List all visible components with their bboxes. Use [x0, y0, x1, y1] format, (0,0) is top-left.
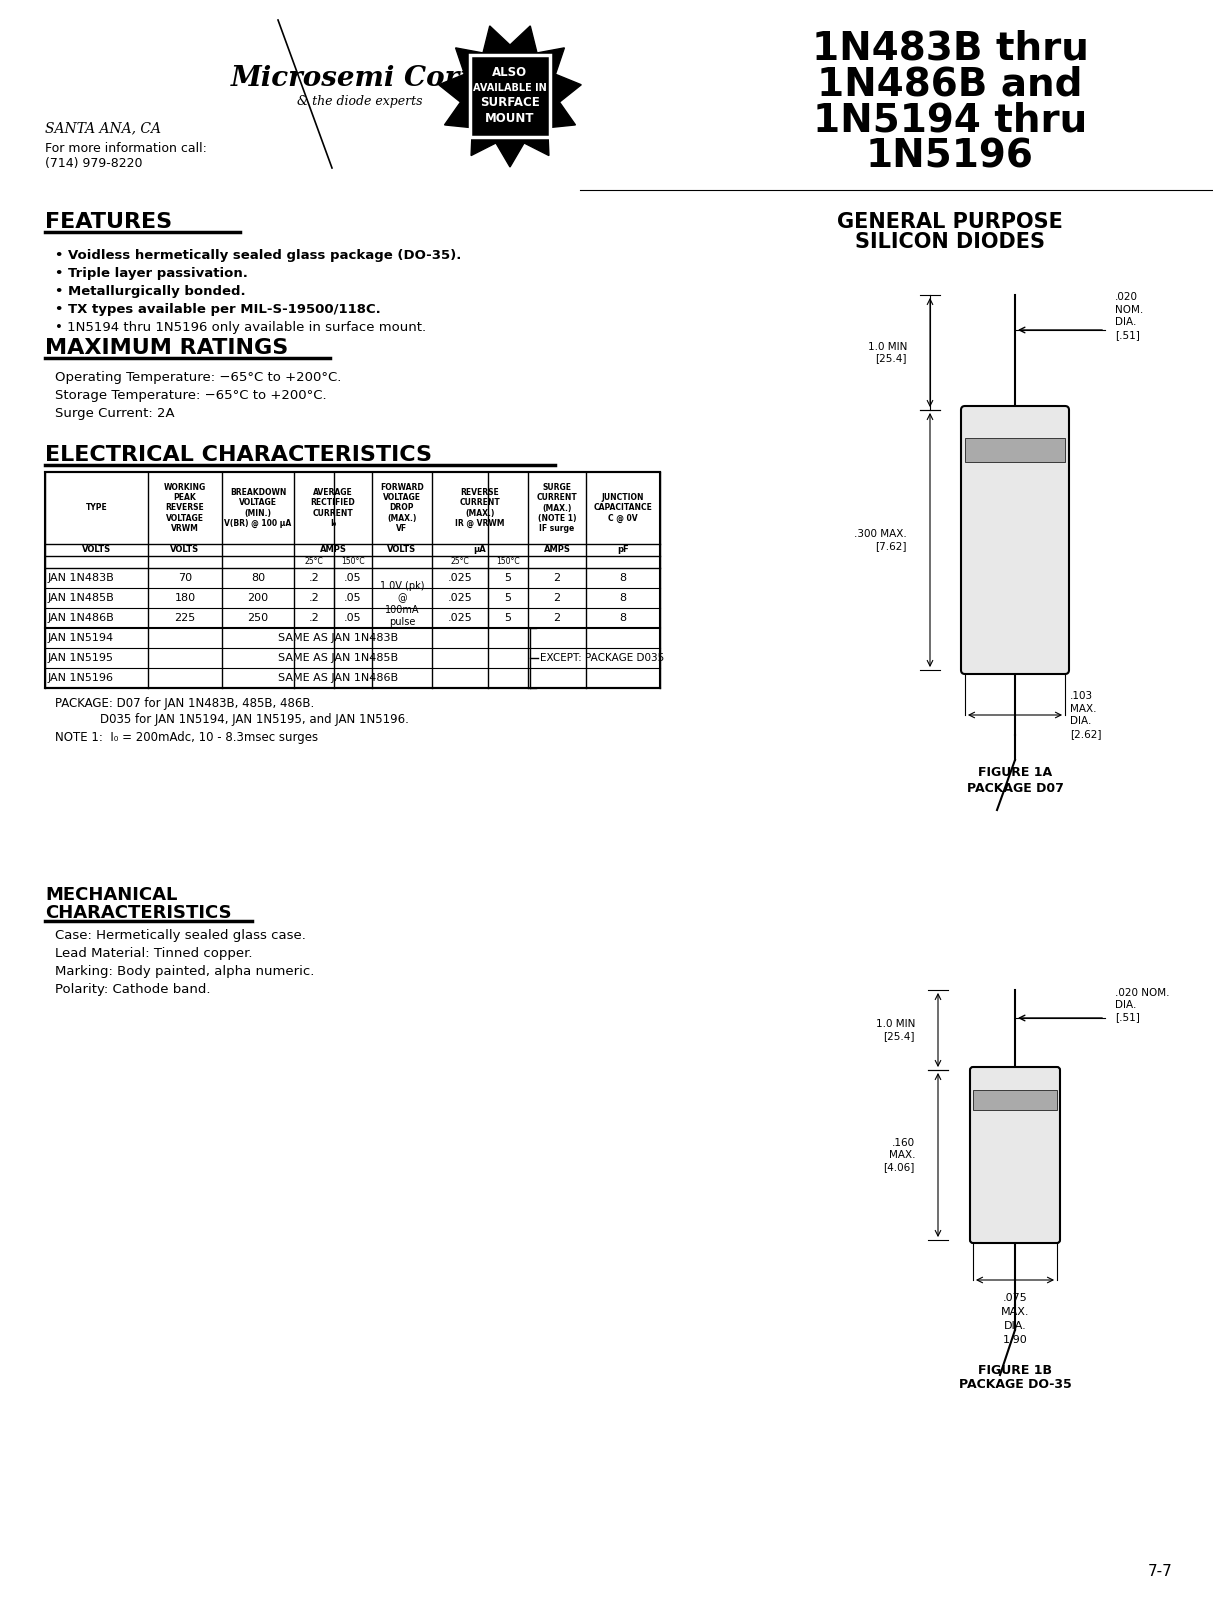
Text: 100mA: 100mA — [385, 605, 420, 614]
Text: For more information call:: For more information call: — [45, 141, 207, 155]
Text: VOLTS: VOLTS — [82, 546, 112, 555]
Text: .2: .2 — [308, 613, 319, 622]
Text: Storage Temperature: −65°C to +200°C.: Storage Temperature: −65°C to +200°C. — [55, 389, 326, 403]
Text: SAME AS JAN 1N486B: SAME AS JAN 1N486B — [278, 674, 398, 683]
Text: JAN 1N486B: JAN 1N486B — [49, 613, 115, 622]
Text: • Metallurgically bonded.: • Metallurgically bonded. — [55, 285, 245, 299]
Text: • Triple layer passivation.: • Triple layer passivation. — [55, 267, 247, 280]
Text: 1N483B thru: 1N483B thru — [811, 29, 1088, 67]
Text: AVAILABLE IN: AVAILABLE IN — [473, 83, 547, 93]
Text: Microsemi Corp.: Microsemi Corp. — [230, 64, 489, 91]
Text: 150°C: 150°C — [341, 557, 365, 566]
Text: 5: 5 — [505, 613, 512, 622]
Bar — [469, 54, 549, 138]
Text: SILICON DIODES: SILICON DIODES — [855, 232, 1046, 251]
Text: REVERSE
CURRENT
(MAX.)
IR @ VRWM: REVERSE CURRENT (MAX.) IR @ VRWM — [455, 488, 505, 528]
Text: Surge Current: 2A: Surge Current: 2A — [55, 408, 175, 421]
Text: MOUNT: MOUNT — [485, 112, 535, 125]
Text: 2: 2 — [553, 594, 560, 603]
Text: SANTA ANA, CA: SANTA ANA, CA — [45, 122, 161, 134]
Text: 1.0V (pk): 1.0V (pk) — [380, 581, 425, 590]
Text: Case: Hermetically sealed glass case.: Case: Hermetically sealed glass case. — [55, 928, 306, 941]
Text: 180: 180 — [175, 594, 195, 603]
Text: FEATURES: FEATURES — [45, 211, 172, 232]
Text: • 1N5194 thru 1N5196 only available in surface mount.: • 1N5194 thru 1N5196 only available in s… — [55, 322, 426, 334]
Bar — [45, 472, 660, 688]
Text: 8: 8 — [620, 573, 627, 582]
Text: MAX.: MAX. — [1001, 1307, 1030, 1317]
Text: .025: .025 — [448, 573, 472, 582]
Text: DIA.: DIA. — [1003, 1322, 1026, 1331]
Polygon shape — [439, 26, 581, 166]
Text: pF: pF — [617, 546, 628, 555]
Text: NOTE 1:  I₀ = 200mAdc, 10 - 8.3msec surges: NOTE 1: I₀ = 200mAdc, 10 - 8.3msec surge… — [55, 731, 318, 744]
Text: TYPE: TYPE — [86, 504, 108, 512]
Text: JUNCTION
CAPACITANCE
C @ 0V: JUNCTION CAPACITANCE C @ 0V — [593, 493, 653, 523]
Text: FIGURE 1B: FIGURE 1B — [978, 1363, 1052, 1376]
Text: GENERAL PURPOSE: GENERAL PURPOSE — [837, 211, 1063, 232]
Bar — [973, 1090, 1057, 1110]
Text: PACKAGE: D07 for JAN 1N483B, 485B, 486B.: PACKAGE: D07 for JAN 1N483B, 485B, 486B. — [55, 698, 314, 710]
Text: Operating Temperature: −65°C to +200°C.: Operating Temperature: −65°C to +200°C. — [55, 371, 341, 384]
Text: 80: 80 — [251, 573, 266, 582]
Text: μA: μA — [473, 546, 486, 555]
Text: 7-7: 7-7 — [1147, 1565, 1173, 1579]
Text: .020
NOM.
DIA.
[.51]: .020 NOM. DIA. [.51] — [1115, 293, 1143, 339]
Text: ELECTRICAL CHARACTERISTICS: ELECTRICAL CHARACTERISTICS — [45, 445, 432, 466]
Text: VOLTS: VOLTS — [387, 546, 416, 555]
Text: pulse: pulse — [389, 618, 415, 627]
Text: .075: .075 — [1003, 1293, 1027, 1302]
Text: 5: 5 — [505, 573, 512, 582]
Text: .025: .025 — [448, 613, 472, 622]
Text: .020 NOM.
DIA.
[.51]: .020 NOM. DIA. [.51] — [1115, 987, 1169, 1022]
Text: D035 for JAN 1N5194, JAN 1N5195, and JAN 1N5196.: D035 for JAN 1N5194, JAN 1N5195, and JAN… — [55, 714, 409, 726]
Text: 2: 2 — [553, 613, 560, 622]
Text: 25°C: 25°C — [450, 557, 469, 566]
Text: .05: .05 — [344, 613, 361, 622]
Text: Marking: Body painted, alpha numeric.: Marking: Body painted, alpha numeric. — [55, 965, 314, 978]
Text: CHARACTERISTICS: CHARACTERISTICS — [45, 904, 232, 922]
Text: WORKING
PEAK
REVERSE
VOLTAGE
VRWM: WORKING PEAK REVERSE VOLTAGE VRWM — [164, 483, 206, 533]
Text: FORWARD
VOLTAGE
DROP
(MAX.)
VF: FORWARD VOLTAGE DROP (MAX.) VF — [380, 483, 423, 533]
Text: (714) 979-8220: (714) 979-8220 — [45, 157, 142, 171]
Text: EXCEPT: PACKAGE D035: EXCEPT: PACKAGE D035 — [540, 653, 665, 662]
Text: AVERAGE
RECTIFIED
CURRENT
I₀: AVERAGE RECTIFIED CURRENT I₀ — [311, 488, 355, 528]
Text: 1.0 MIN
[25.4]: 1.0 MIN [25.4] — [876, 1019, 915, 1040]
Text: VOLTS: VOLTS — [171, 546, 200, 555]
Text: & the diode experts: & the diode experts — [297, 96, 423, 109]
Text: 8: 8 — [620, 594, 627, 603]
Text: 1N5196: 1N5196 — [866, 138, 1033, 174]
Text: 70: 70 — [178, 573, 192, 582]
FancyBboxPatch shape — [970, 1067, 1060, 1243]
Text: SURFACE: SURFACE — [480, 96, 540, 109]
Text: .103
MAX.
DIA.
[2.62]: .103 MAX. DIA. [2.62] — [1070, 691, 1101, 739]
Text: JAN 1N5196: JAN 1N5196 — [49, 674, 114, 683]
Text: FIGURE 1A: FIGURE 1A — [978, 766, 1052, 779]
Text: 200: 200 — [247, 594, 268, 603]
Text: 1.90: 1.90 — [1003, 1334, 1027, 1346]
Text: .300 MAX.
[7.62]: .300 MAX. [7.62] — [854, 530, 907, 550]
Text: 8: 8 — [620, 613, 627, 622]
Text: 150°C: 150°C — [496, 557, 520, 566]
Text: JAN 1N483B: JAN 1N483B — [49, 573, 115, 582]
Text: JAN 1N5194: JAN 1N5194 — [49, 634, 114, 643]
Text: • TX types available per MIL-S-19500/118C.: • TX types available per MIL-S-19500/118… — [55, 304, 381, 317]
Text: SAME AS JAN 1N483B: SAME AS JAN 1N483B — [278, 634, 398, 643]
Text: BREAKDOWN
VOLTAGE
(MIN.)
V(BR) @ 100 μA: BREAKDOWN VOLTAGE (MIN.) V(BR) @ 100 μA — [224, 488, 291, 528]
Text: .05: .05 — [344, 573, 361, 582]
Text: • Voidless hermetically sealed glass package (DO-35).: • Voidless hermetically sealed glass pac… — [55, 250, 461, 262]
Text: SURGE
CURRENT
(MAX.)
(NOTE 1)
IF surge: SURGE CURRENT (MAX.) (NOTE 1) IF surge — [536, 483, 577, 533]
Text: 250: 250 — [247, 613, 268, 622]
Text: 1N486B and: 1N486B and — [818, 66, 1083, 102]
Text: 25°C: 25°C — [304, 557, 324, 566]
Text: 225: 225 — [175, 613, 195, 622]
Text: AMPS: AMPS — [543, 546, 570, 555]
Text: MECHANICAL: MECHANICAL — [45, 886, 177, 904]
Text: 5: 5 — [505, 594, 512, 603]
Text: @: @ — [397, 594, 406, 603]
Text: ALSO: ALSO — [492, 67, 528, 80]
Text: .05: .05 — [344, 594, 361, 603]
Text: JAN 1N485B: JAN 1N485B — [49, 594, 115, 603]
Text: Lead Material: Tinned copper.: Lead Material: Tinned copper. — [55, 947, 252, 960]
Text: .2: .2 — [308, 594, 319, 603]
